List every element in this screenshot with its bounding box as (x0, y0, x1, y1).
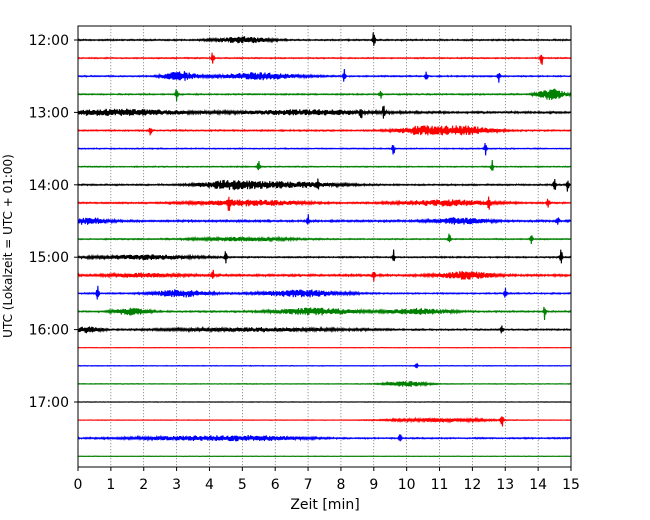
x-tick-label: 14 (529, 477, 547, 493)
seismogram-trace (77, 269, 572, 282)
x-tick-label: 13 (496, 477, 514, 493)
seismogram-trace (77, 362, 572, 369)
y-tick-label: 13:00 (29, 105, 69, 121)
seismogram-trace (77, 32, 572, 46)
x-tick-label: 11 (431, 477, 449, 493)
seismogram-trace (77, 416, 572, 427)
seismogram-trace (77, 88, 572, 102)
seismogram-trace (77, 142, 572, 156)
seismogram-trace (77, 52, 572, 65)
y-tick-label: 16:00 (29, 323, 69, 339)
x-tick-label: 8 (336, 477, 345, 493)
seismogram-trace (77, 434, 572, 442)
seismogram-trace (77, 401, 572, 403)
seismogram-trace (77, 105, 572, 119)
y-tick-label: 17:00 (29, 395, 69, 411)
x-axis: 0 1 2 3 4 5 6 7 8 9 10 11 12 13 14 15 (74, 467, 580, 493)
x-tick-label: 1 (106, 477, 115, 493)
seismogram-trace (77, 380, 572, 388)
seismogram-trace (77, 125, 572, 136)
x-tick-label: 6 (271, 477, 280, 493)
x-tick-label: 12 (463, 477, 481, 493)
y-tick-label: 14:00 (29, 178, 69, 194)
x-tick-label: 2 (139, 477, 148, 493)
seismogram-trace (77, 306, 572, 320)
seismogram-trace (77, 214, 572, 225)
x-tick-label: 5 (238, 477, 247, 493)
plot-frame (77, 25, 572, 468)
seismogram-trace (77, 325, 572, 334)
seismogram-trace (77, 178, 572, 192)
x-tick-label: 9 (369, 477, 378, 493)
x-tick-label: 7 (304, 477, 313, 493)
y-axis: 12:00 13:00 14:00 15:00 16:00 17:00 (29, 33, 78, 411)
x-tick-label: 15 (562, 477, 580, 493)
trace-group (77, 32, 572, 458)
seismogram-trace (77, 285, 572, 300)
y-axis-title: UTC (Lokalzeit = UTC + 01:00) (1, 154, 15, 338)
seismogram-trace (77, 159, 572, 171)
x-tick-label: 3 (172, 477, 181, 493)
seismogram-trace (77, 233, 572, 245)
x-axis-title: Zeit [min] (290, 497, 359, 513)
y-tick-label: 12:00 (29, 33, 69, 49)
x-tick-label: 10 (398, 477, 416, 493)
seismogram-trace (77, 455, 572, 458)
seismogram-trace (77, 68, 572, 83)
x-tick-label: 4 (205, 477, 214, 493)
y-tick-label: 15:00 (29, 250, 69, 266)
x-tick-label: 0 (74, 477, 83, 493)
seismogram-trace (77, 249, 572, 264)
seismogram-trace (77, 196, 572, 211)
